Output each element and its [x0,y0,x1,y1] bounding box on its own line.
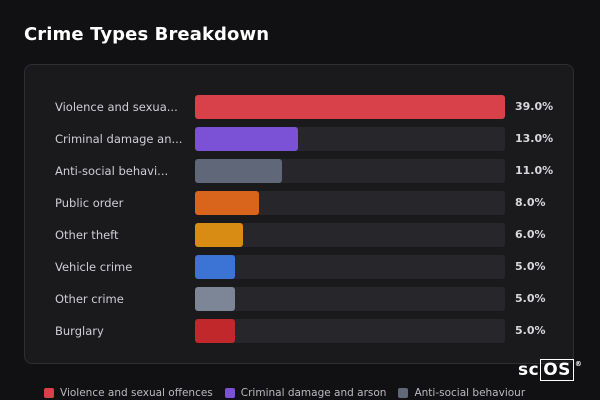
bar[interactable] [195,223,243,247]
legend-swatch [224,388,235,398]
bar-row: Violence and sexua... 39.0% [25,95,575,119]
bar-track [195,287,505,311]
legend-label: Anti-social behaviour [414,387,526,399]
bar-value-label: 5.0% [515,292,546,305]
bar-value-label: 8.0% [515,196,546,209]
bar-label: Vehicle crime [55,260,133,274]
bar[interactable] [195,95,505,119]
bar-value-label: 11.0% [515,164,554,177]
legend-item[interactable]: Criminal damage and arson [224,386,387,400]
chart-title: Crime Types Breakdown [24,24,270,45]
bar-value-label: 5.0% [515,260,546,273]
bar-row: Public order 8.0% [25,191,575,215]
bar-value-label: 5.0% [515,324,546,337]
bar-label: Burglary [55,324,104,338]
bar-track [195,223,505,247]
bar-track [195,319,505,343]
legend-item[interactable]: Violence and sexual offences [44,386,213,400]
bar-label: Other theft [55,228,119,242]
bar-row: Vehicle crime 5.0% [25,255,575,279]
bar-row: Other theft 6.0% [25,223,575,247]
logo-text-boxed: OS [540,359,574,381]
bar-track [195,127,505,151]
bar[interactable] [195,191,259,215]
bar-row: Burglary 5.0% [25,319,575,343]
bar-row: Anti-social behavi... 11.0% [25,159,575,183]
logo-text-left: sc [518,360,540,380]
bar-value-label: 39.0% [515,100,554,113]
bar[interactable] [195,159,282,183]
brand-logo: sc OS ® [518,359,583,381]
bar-track [195,95,505,119]
bar[interactable] [195,319,235,343]
bar-track [195,191,505,215]
bar-label: Anti-social behavi... [55,164,169,178]
bar-row: Other crime 5.0% [25,287,575,311]
bar[interactable] [195,287,235,311]
logo-registered-mark: ® [574,360,583,368]
bar-value-label: 13.0% [515,132,554,145]
bar-label: Criminal damage an... [55,132,183,146]
legend-item[interactable]: Anti-social behaviour [398,386,525,400]
bar[interactable] [195,255,235,279]
bar-label: Public order [55,196,124,210]
legend-swatch [398,388,409,398]
bar-label: Violence and sexua... [55,100,178,114]
bar-row: Criminal damage an... 13.0% [25,127,575,151]
legend-swatch [44,388,54,398]
chart-panel: Violence and sexua... 39.0% Criminal damag… [24,64,574,364]
bar-track [195,159,505,183]
bar[interactable] [195,127,298,151]
bar-label: Other crime [55,292,124,306]
bar-value-label: 6.0% [515,228,546,241]
bar-track [195,255,505,279]
legend-label: Violence and sexual offences [60,387,213,399]
legend-label: Criminal damage and arson [240,387,387,399]
legend: Violence and sexual offences Criminal dam… [44,386,525,400]
